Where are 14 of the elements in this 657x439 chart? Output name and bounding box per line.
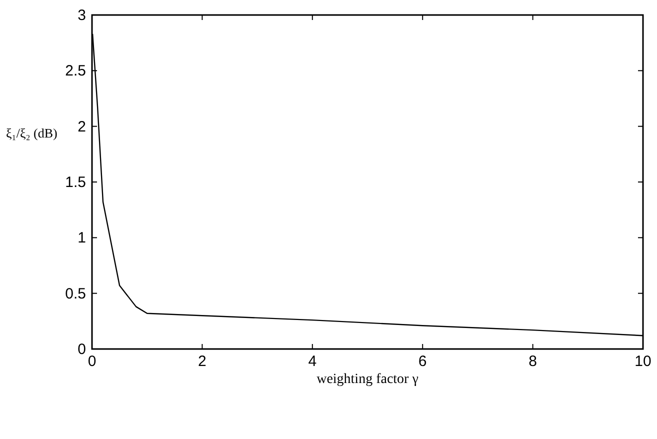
y-tick-label: 3 [78, 7, 86, 24]
y-tick-label: 2.5 [65, 62, 86, 80]
x-tick-label: 8 [528, 353, 537, 370]
x-tick-label: 6 [418, 353, 427, 370]
y-tick-label: 1.5 [65, 174, 86, 191]
x-tick-label: 2 [198, 353, 206, 370]
x-axis-title: weighting factor γ [316, 372, 418, 387]
y-tick-label: 0.5 [65, 285, 86, 302]
x-tick-label: 10 [634, 353, 652, 370]
y-tick-label: 1 [78, 230, 86, 247]
y-tick-label: 2 [78, 118, 86, 136]
x-tick-label: 4 [308, 353, 317, 370]
y-tick-label: 0 [78, 341, 86, 358]
y-axis-title: ξ₁/ξ₂ (dB) [6, 125, 58, 140]
